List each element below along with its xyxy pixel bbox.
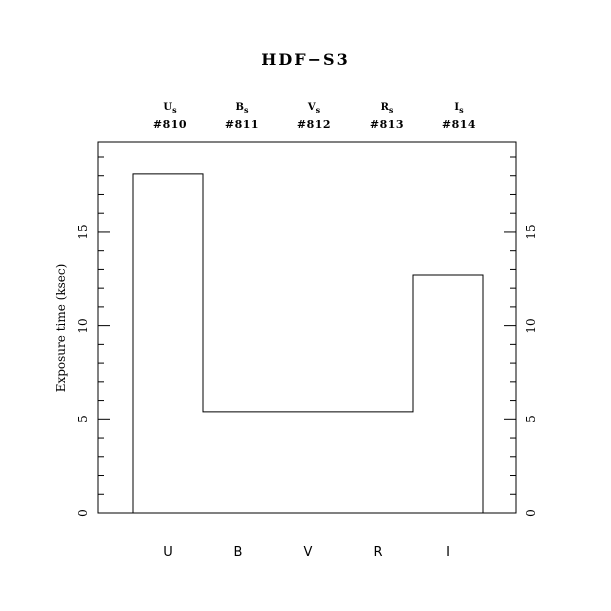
filter-band-label: Rs (347, 101, 427, 117)
filter-band-label: Is (419, 101, 499, 117)
y-tick-label-left-15: 15 (76, 224, 90, 240)
filter-id-label: #811 (224, 118, 260, 131)
y-tick-label-right-15: 15 (524, 224, 538, 240)
filter-id-label: #813 (369, 118, 405, 131)
y-tick-label-left-0: 0 (76, 509, 90, 517)
y-tick-label-left-5: 5 (76, 415, 90, 423)
top-axis-label-i: Is #814 (419, 101, 499, 133)
x-axis-category-label-i: I (446, 545, 450, 560)
x-axis-category-label-u: U (163, 545, 173, 560)
filter-band-label: Bs (202, 101, 282, 117)
top-axis-label-b: Bs #811 (202, 101, 282, 133)
plot-frame (97, 141, 517, 514)
filter-band-subscript: s (172, 105, 177, 115)
x-axis-category-label-b: B (233, 545, 243, 560)
filter-band-label: Us (130, 101, 210, 117)
y-axis-title: Exposure time (ksec) (54, 263, 68, 393)
y-tick-label-right-10: 10 (524, 318, 538, 334)
filter-band-text: R (380, 102, 389, 113)
chart-title: HDF−S3 (261, 50, 350, 69)
filter-band-subscript: s (315, 105, 321, 115)
filter-band-text: I (454, 102, 460, 113)
filter-band-label: Vs (274, 101, 354, 117)
y-tick-label-right-0: 0 (524, 509, 538, 517)
top-axis-label-r: Rs #813 (347, 101, 427, 133)
filter-band-text: U (163, 102, 173, 113)
filter-band-subscript: s (243, 105, 249, 115)
filter-id-label: #814 (441, 118, 477, 131)
filter-id-label: #812 (296, 118, 332, 131)
x-axis-category-label-v: V (303, 545, 313, 560)
filter-band-subscript: s (459, 105, 464, 115)
filter-band-text: B (235, 102, 244, 113)
filter-band-text: V (307, 102, 316, 113)
top-axis-label-v: Vs #812 (274, 101, 354, 133)
filter-band-subscript: s (388, 105, 394, 115)
top-axis-label-u: Us #810 (130, 101, 210, 133)
y-tick-label-left-10: 10 (76, 318, 90, 334)
y-tick-label-right-5: 5 (524, 415, 538, 423)
x-axis-category-label-r: R (373, 545, 383, 560)
filter-id-label: #810 (152, 118, 188, 131)
histogram-outline (132, 173, 484, 513)
